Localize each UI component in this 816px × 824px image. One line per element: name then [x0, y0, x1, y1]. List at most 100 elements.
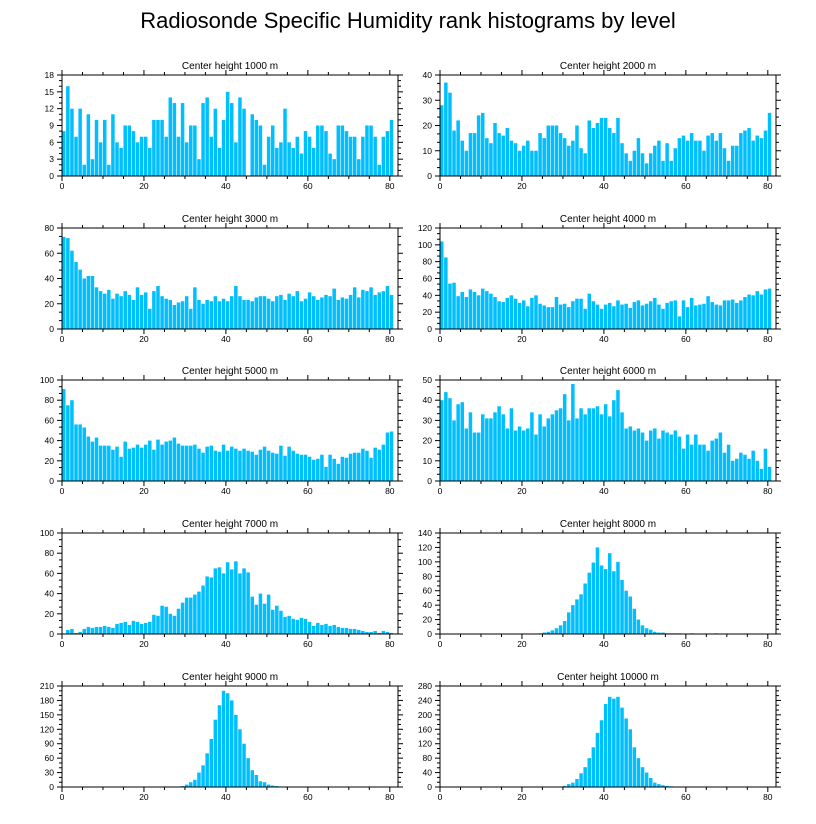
bar — [739, 300, 743, 329]
bar — [348, 294, 353, 329]
bar — [460, 140, 464, 176]
bar — [509, 295, 514, 329]
bar — [86, 114, 91, 176]
y-tick-label: 80 — [423, 257, 433, 267]
bar — [160, 444, 164, 481]
bar — [591, 562, 596, 634]
bar — [373, 630, 377, 634]
bar — [168, 97, 173, 176]
bar — [254, 297, 259, 329]
bar — [767, 466, 772, 481]
bar — [562, 621, 567, 634]
bar — [677, 316, 682, 330]
bar — [530, 297, 534, 329]
x-tick-label: 60 — [681, 639, 691, 649]
bar — [234, 714, 238, 787]
bar — [340, 627, 345, 634]
bar — [205, 753, 209, 787]
bar — [168, 440, 173, 481]
bar — [710, 133, 714, 176]
y-tick-label: 200 — [418, 710, 432, 720]
bar — [361, 630, 365, 634]
plot-frame — [439, 379, 777, 482]
bar — [270, 452, 275, 481]
bar — [689, 297, 694, 329]
bar — [299, 454, 304, 481]
bar — [759, 468, 764, 481]
bar — [694, 140, 698, 176]
bar — [735, 458, 739, 481]
bar — [644, 440, 649, 481]
bar — [230, 700, 234, 787]
x-tick-label: 40 — [599, 486, 609, 496]
bar — [620, 143, 624, 176]
bar — [513, 143, 518, 176]
bar — [763, 289, 768, 329]
x-tick-label: 0 — [60, 486, 65, 496]
bar — [608, 696, 612, 787]
bar — [763, 448, 768, 481]
bar — [336, 463, 341, 481]
bar — [558, 304, 563, 329]
bar — [287, 142, 291, 176]
bar — [530, 412, 534, 481]
bar — [156, 119, 160, 176]
bar — [90, 627, 95, 634]
bar — [612, 571, 616, 634]
bar — [517, 302, 522, 329]
bar — [143, 136, 148, 176]
bar — [160, 119, 164, 176]
bar — [550, 125, 555, 176]
bar — [513, 430, 518, 481]
bar — [82, 628, 86, 634]
bar — [653, 297, 657, 329]
bar — [123, 125, 127, 176]
bar — [489, 293, 493, 329]
bar — [440, 400, 444, 481]
bar — [612, 698, 616, 788]
y-tick-label: 80 — [45, 223, 55, 233]
y-tick-label: 80 — [423, 571, 433, 581]
bar — [336, 125, 341, 176]
bar — [270, 785, 275, 787]
bar — [262, 296, 267, 329]
bar — [521, 300, 526, 329]
bar — [624, 590, 628, 634]
bar — [755, 135, 760, 176]
bar — [579, 298, 583, 329]
bar — [698, 140, 702, 176]
bar — [62, 236, 66, 329]
x-tick-label: 0 — [438, 486, 443, 496]
x-tick-label: 0 — [438, 639, 443, 649]
bar — [307, 621, 312, 634]
y-tick-label: 20 — [423, 615, 433, 625]
bar — [636, 300, 641, 329]
x-tick-label: 60 — [681, 181, 691, 191]
bar — [501, 302, 505, 329]
y-tick-label: 40 — [423, 395, 433, 405]
bar — [558, 408, 563, 481]
bar — [497, 301, 501, 329]
bar — [493, 412, 497, 481]
bar — [591, 408, 596, 481]
x-tick-label: 40 — [599, 792, 609, 802]
x-tick-label: 20 — [517, 486, 527, 496]
bar — [493, 122, 497, 176]
bar — [702, 303, 706, 329]
bar — [316, 125, 320, 176]
bar — [513, 298, 518, 329]
bar — [644, 628, 649, 634]
bar — [755, 460, 760, 481]
bar — [579, 594, 583, 634]
x-tick-label: 0 — [60, 639, 65, 649]
bar — [143, 292, 148, 329]
bar — [307, 292, 312, 329]
bar — [221, 119, 226, 176]
bar — [66, 86, 70, 176]
bar — [365, 125, 369, 176]
x-tick-label: 80 — [763, 181, 773, 191]
bar — [152, 449, 156, 481]
bar — [575, 298, 579, 329]
bar — [123, 621, 127, 634]
y-tick-label: 100 — [418, 240, 432, 250]
